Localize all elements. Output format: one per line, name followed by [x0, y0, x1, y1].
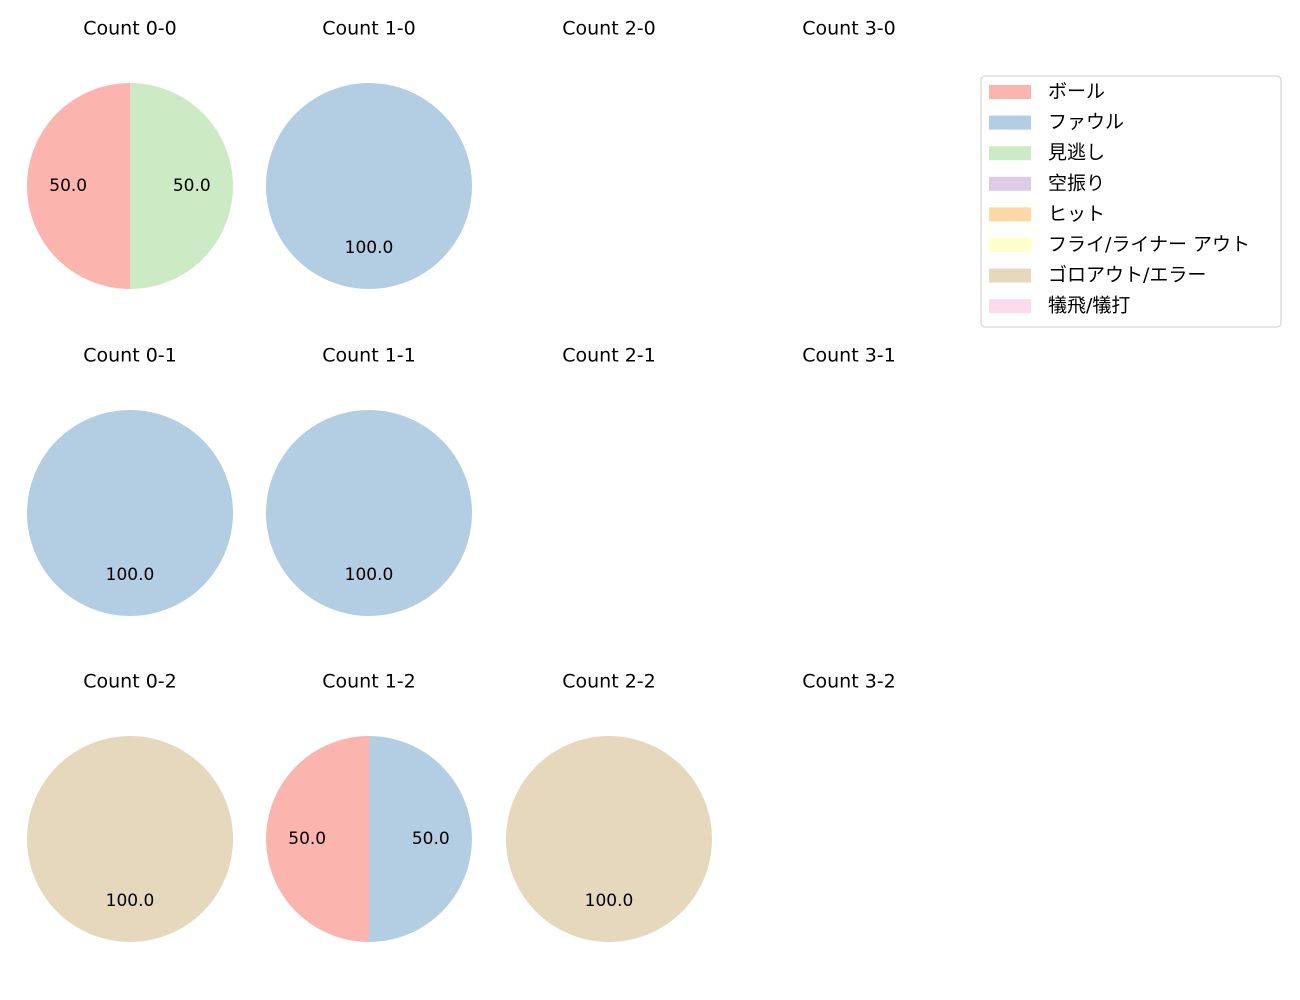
legend-item-ボール: ボール — [989, 81, 1105, 103]
legend-swatch — [989, 146, 1031, 161]
pie-panel-count-1-0: Count 1-0 100.0 — [266, 18, 472, 289]
pie-title: Count 1-1 — [322, 345, 416, 367]
legend-label: 犠飛/犠打 — [1048, 295, 1130, 317]
legend-label: 空振り — [1048, 172, 1105, 194]
pie-slice-ファウル — [369, 736, 472, 942]
pie-title: Count 3-0 — [802, 18, 896, 40]
pie-panel-count-0-0: Count 0-0 50.0 50.0 — [27, 18, 233, 289]
pie-slice-ボール — [27, 83, 130, 289]
legend-label: ゴロアウト/エラー — [1048, 264, 1206, 286]
pie-title: Count 3-1 — [802, 345, 896, 367]
pie-panel-count-2-2: Count 2-2 100.0 — [506, 671, 712, 942]
legend-label: ボール — [1048, 81, 1105, 103]
legend-label: 見逃し — [1048, 142, 1105, 164]
pie-panel-count-0-2: Count 0-2 100.0 — [27, 671, 233, 942]
pie-title: Count 2-1 — [562, 345, 656, 367]
legend-item-ヒット: ヒット — [989, 203, 1105, 225]
pie-slice-ファウル — [266, 410, 472, 616]
pie-slice-label: 50.0 — [49, 176, 87, 196]
legend-swatch — [989, 115, 1031, 130]
pie-slice-ファウル — [266, 83, 472, 289]
pie-slice-ゴロアウト-エラー — [27, 736, 233, 942]
legend-swatch — [989, 299, 1031, 314]
pie-panel-count-1-1: Count 1-1 100.0 — [266, 345, 472, 616]
pie-title: Count 1-0 — [322, 18, 416, 40]
pie-slice-label: 50.0 — [173, 176, 211, 196]
pie-slice-ボール — [266, 736, 369, 942]
legend-item-フライ-ライナー-アウト: フライ/ライナー アウト — [989, 234, 1250, 256]
pie-title: Count 2-2 — [562, 671, 656, 693]
pie-slice-label: 50.0 — [288, 829, 326, 849]
legend-frame — [980, 75, 1282, 328]
pie-title: Count 0-1 — [83, 345, 177, 367]
pie-slice-label: 100.0 — [345, 565, 394, 585]
pie-title: Count 0-0 — [83, 18, 177, 40]
pie-slice-見逃し — [130, 83, 233, 289]
pie-panel-count-3-2: Count 3-2 — [802, 671, 896, 693]
pie-title: Count 1-2 — [322, 671, 416, 693]
pie-panel-count-3-0: Count 3-0 — [802, 18, 896, 40]
legend-item-犠飛-犠打: 犠飛/犠打 — [989, 295, 1130, 317]
legend-swatch — [989, 238, 1031, 252]
legend-swatch — [989, 207, 1031, 222]
pie-slice-label: 100.0 — [585, 891, 634, 911]
pie-title: Count 2-0 — [562, 18, 656, 40]
legend-label: ヒット — [1048, 203, 1105, 225]
pie-panels: Count 0-0 50.0 50.0 Count 1-0 100.0 Count 2-0… — [27, 18, 896, 942]
pie-slice-ファウル — [27, 410, 233, 616]
pie-slice-label: 100.0 — [106, 565, 155, 585]
legend-swatch — [989, 268, 1031, 283]
pie-slice-label: 100.0 — [106, 891, 155, 911]
pie-panel-count-1-2: Count 1-2 50.0 50.0 — [266, 671, 472, 942]
pie-panel-count-2-1: Count 2-1 — [562, 345, 656, 367]
pie-panel-count-3-1: Count 3-1 — [802, 345, 896, 367]
pie-slice-ゴロアウト-エラー — [506, 736, 712, 942]
legend-item-空振り: 空振り — [989, 172, 1105, 194]
pie-panel-count-0-1: Count 0-1 100.0 — [27, 345, 233, 616]
pie-slice-label: 100.0 — [345, 238, 394, 258]
legend-swatch — [989, 176, 1031, 191]
legend-item-ゴロアウト-エラー: ゴロアウト/エラー — [989, 264, 1206, 286]
legend-label: フライ/ライナー アウト — [1048, 234, 1250, 256]
legend-item-ファウル: ファウル — [989, 111, 1124, 133]
pie-slice-label: 50.0 — [412, 829, 450, 849]
legend-swatch — [989, 85, 1031, 99]
pie-title: Count 0-2 — [83, 671, 177, 693]
legend-label: ファウル — [1048, 111, 1124, 133]
pie-title: Count 3-2 — [802, 671, 896, 693]
pie-panel-count-2-0: Count 2-0 — [562, 18, 656, 40]
legend-item-見逃し: 見逃し — [989, 142, 1105, 164]
